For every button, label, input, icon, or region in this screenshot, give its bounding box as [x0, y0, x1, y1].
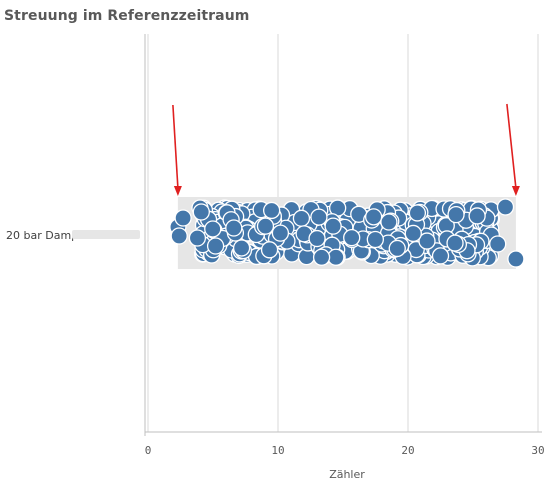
data-point[interactable] — [292, 209, 311, 227]
data-point[interactable] — [496, 198, 515, 216]
data-point[interactable] — [206, 237, 225, 255]
obscured-label-area — [72, 230, 140, 239]
data-point[interactable] — [431, 247, 450, 265]
annotation-arrows — [172, 103, 520, 196]
data-point[interactable] — [192, 203, 210, 221]
x-tick-label: 30 — [531, 444, 544, 457]
data-point[interactable] — [418, 232, 436, 250]
data-point[interactable] — [408, 204, 427, 222]
data-point[interactable] — [364, 208, 383, 226]
data-point[interactable] — [507, 250, 525, 268]
data-point[interactable] — [308, 229, 326, 248]
category-label: 20 bar Damp — [6, 229, 78, 242]
data-point[interactable] — [468, 207, 486, 225]
data-point[interactable] — [447, 205, 465, 224]
data-point[interactable] — [170, 227, 188, 245]
data-point[interactable] — [446, 234, 464, 252]
data-point[interactable] — [271, 224, 290, 242]
chart-title: Streuung im Referenzzeitraum — [4, 8, 250, 24]
data-point[interactable] — [489, 235, 507, 253]
data-point[interactable] — [388, 239, 406, 258]
data-points[interactable] — [169, 198, 525, 268]
data-point[interactable] — [310, 208, 328, 226]
data-point[interactable] — [260, 241, 279, 259]
data-point[interactable] — [343, 229, 361, 247]
data-point[interactable] — [188, 229, 207, 247]
data-point[interactable] — [174, 209, 192, 227]
data-point[interactable] — [225, 219, 243, 237]
annotation-arrow-shaft — [172, 104, 179, 189]
data-point[interactable] — [232, 239, 251, 257]
data-point[interactable] — [327, 248, 345, 266]
x-axis-title: Zähler — [329, 468, 365, 481]
annotation-arrow-head — [511, 186, 520, 196]
data-point[interactable] — [404, 224, 422, 243]
data-point[interactable] — [256, 217, 275, 235]
data-point[interactable] — [380, 213, 398, 231]
annotation-arrow-shaft — [506, 103, 517, 189]
x-tick-label: 20 — [401, 444, 414, 457]
axes: 0 10 20 30 Zähler 20 bar Damp — [6, 34, 545, 481]
data-point[interactable] — [366, 230, 384, 249]
annotation-arrow-head — [173, 186, 182, 196]
data-point[interactable] — [204, 220, 222, 238]
x-tick-label: 10 — [271, 444, 284, 457]
x-tick-label: 0 — [145, 444, 152, 457]
data-point[interactable] — [324, 217, 342, 235]
data-point[interactable] — [312, 248, 331, 266]
data-point[interactable] — [262, 201, 281, 220]
